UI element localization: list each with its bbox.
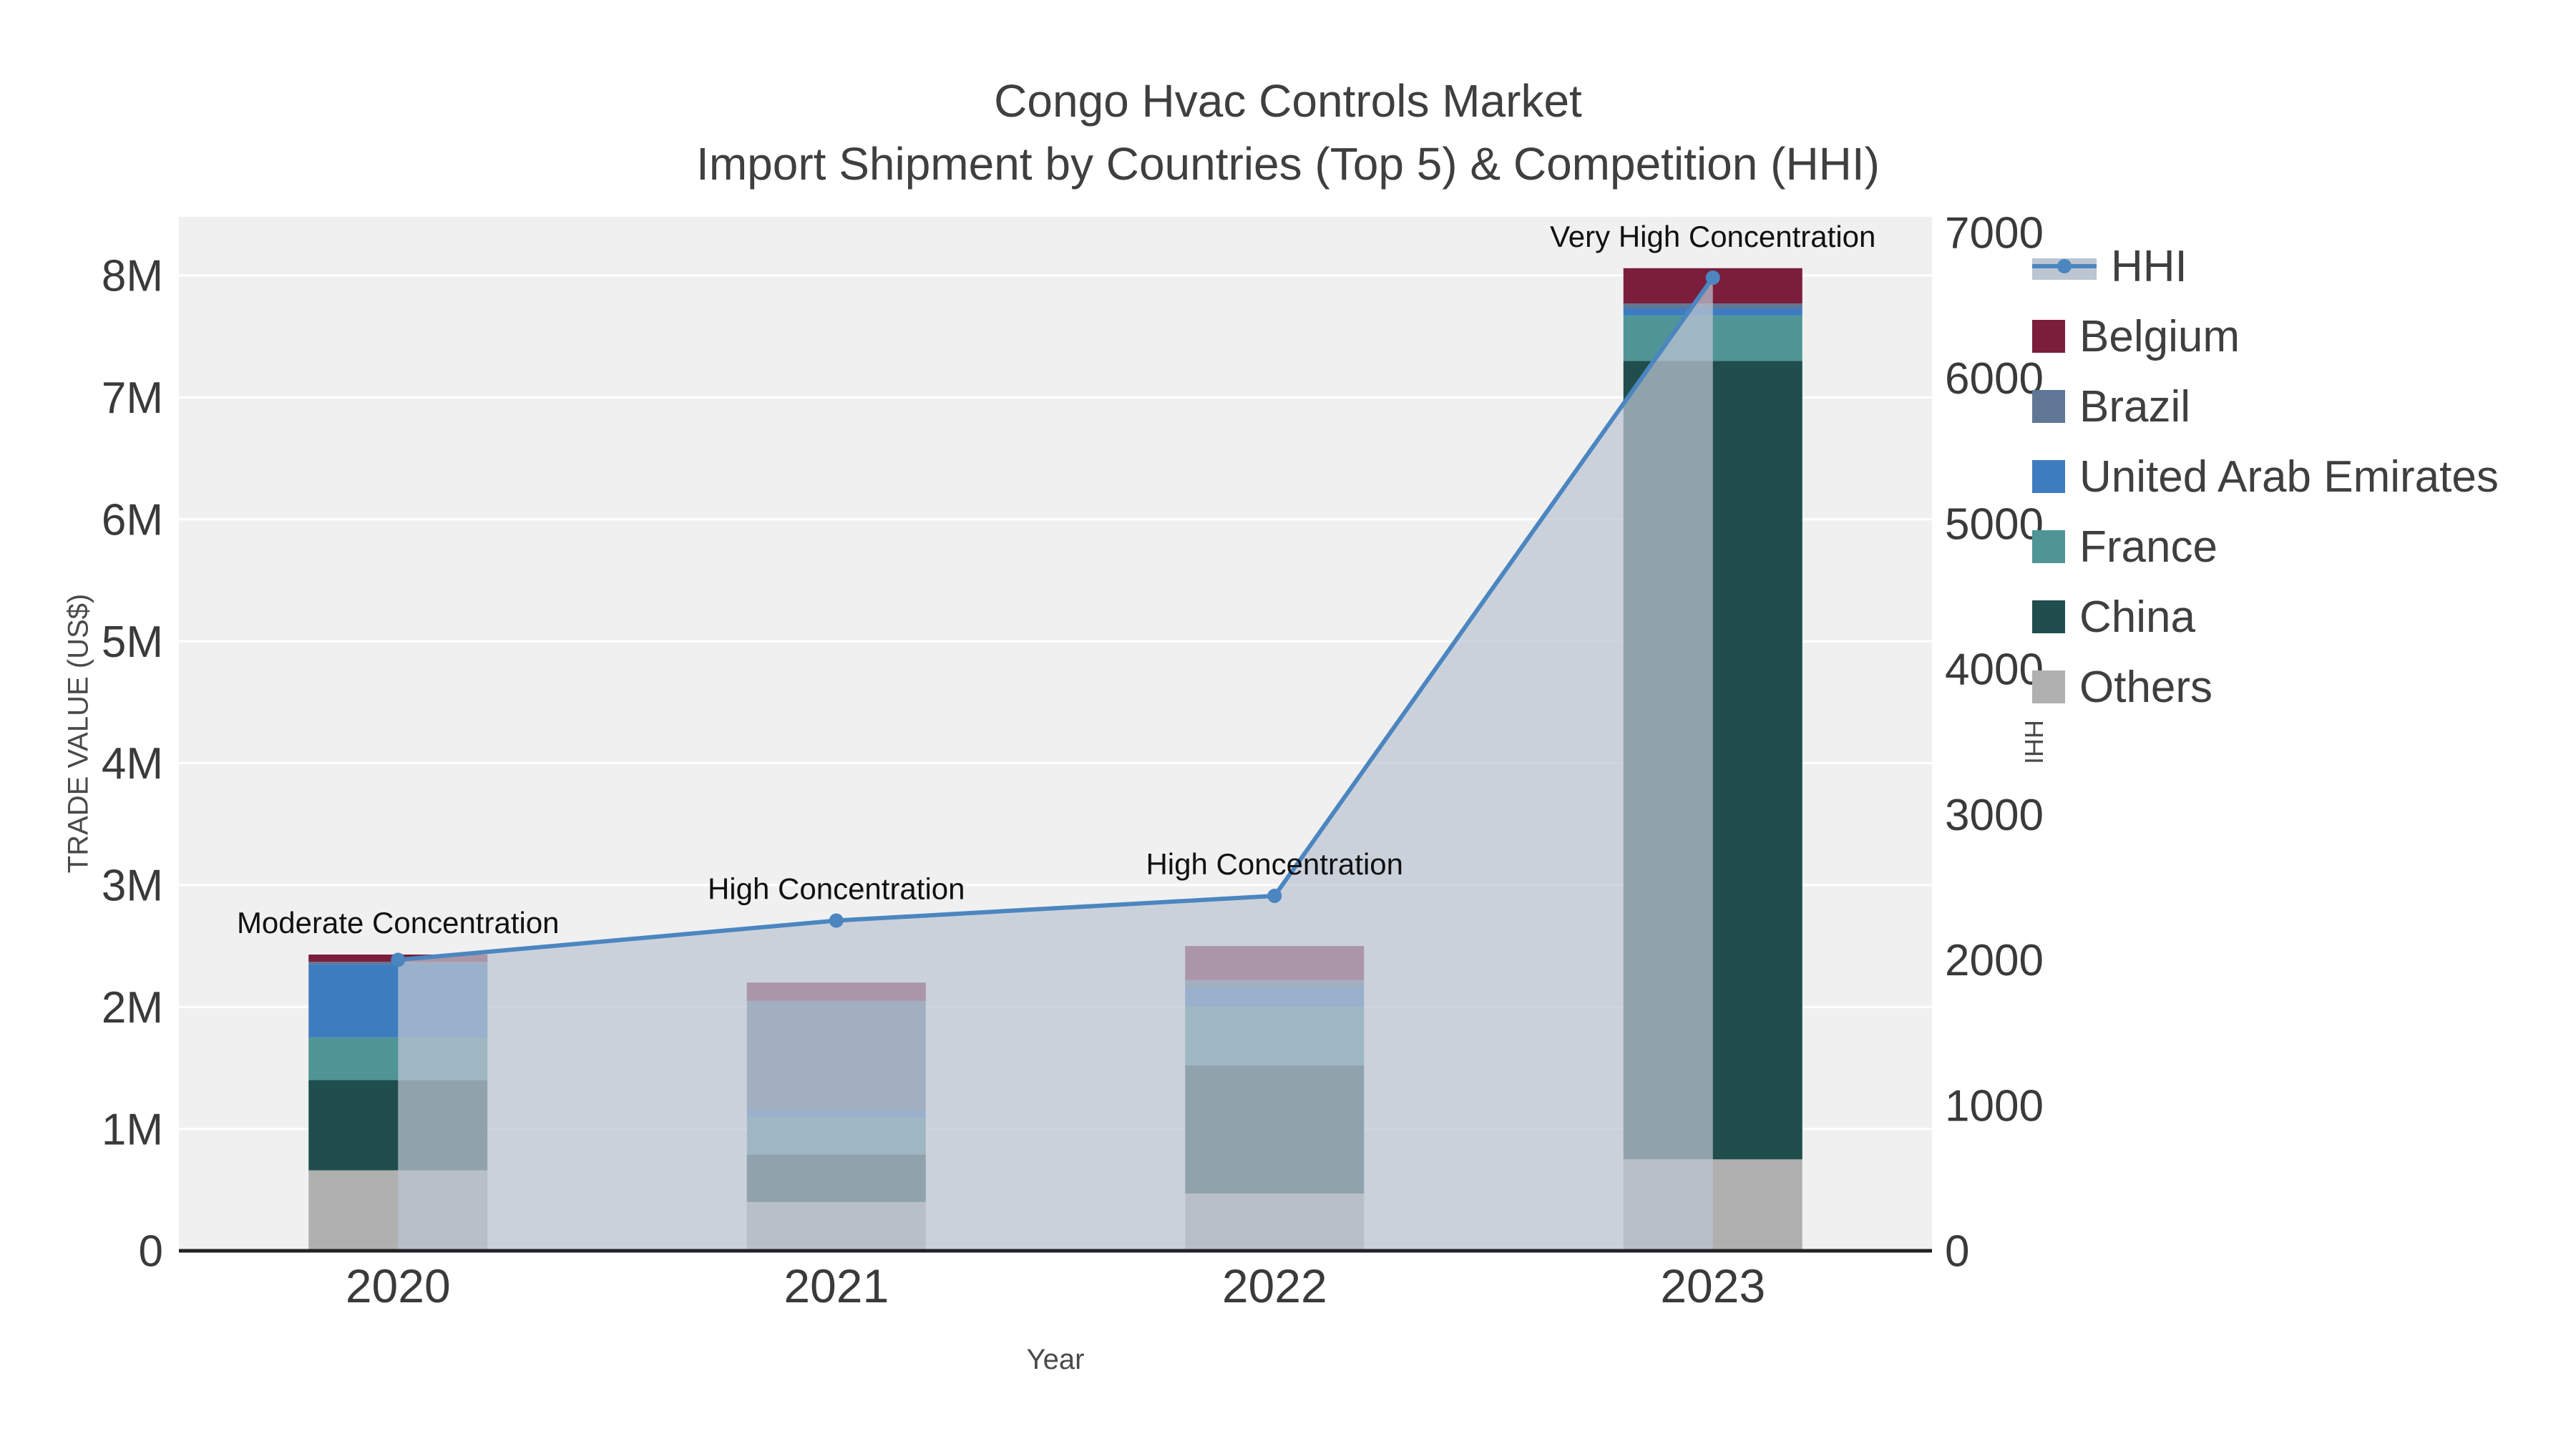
hhi-marker-2023 (1705, 270, 1720, 286)
legend-item-belgium[interactable]: Belgium (2032, 311, 2499, 362)
y-left-tick: 6M (102, 495, 163, 545)
legend-item-united-arab-emirates[interactable]: United Arab Emirates (2032, 451, 2499, 502)
annotation-2021: High Concentration (708, 872, 965, 906)
legend-swatch-others (2032, 670, 2065, 703)
y-right-tick: 4000 (1945, 645, 2044, 695)
y-left-tick: 3M (102, 862, 163, 911)
x-tick-2021: 2021 (784, 1259, 889, 1312)
legend-item-others[interactable]: Others (2032, 661, 2499, 713)
y-axis-label: TRADE VALUE (US$) (62, 593, 94, 874)
legend-item-china[interactable]: China (2032, 591, 2499, 643)
y-left-tick: 1M (102, 1105, 163, 1154)
legend-label: France (2079, 522, 2218, 572)
legend-label: United Arab Emirates (2079, 452, 2499, 502)
chart-title-line2: Import Shipment by Countries (Top 5) & C… (696, 138, 1880, 190)
legend-swatch-brazil (2032, 390, 2065, 423)
legend-swatch-united-arab-emirates (2032, 460, 2065, 493)
legend-item-hhi[interactable]: HHI (2032, 240, 2499, 292)
y-right-tick: 0 (1945, 1227, 1969, 1277)
hhi-marker-2020 (391, 952, 406, 967)
y2-axis-label: HHI (2019, 720, 2049, 764)
annotation-2023: Very High Concentration (1550, 220, 1875, 253)
x-tick-2020: 2020 (346, 1259, 451, 1312)
legend-label: Brazil (2079, 381, 2191, 431)
chart-title-line1: Congo Hvac Controls Market (994, 75, 1582, 127)
hhi-area-fill (398, 278, 1713, 1252)
y-left-tick: 4M (102, 739, 163, 789)
legend-swatch-france (2032, 530, 2065, 563)
annotation-2020: Moderate Concentration (237, 906, 560, 940)
y-left-tick: 2M (102, 983, 163, 1033)
hhi-legend-glyph-icon (2032, 258, 2097, 280)
annotation-2022: High Concentration (1146, 847, 1403, 881)
y-left-tick: 8M (102, 252, 163, 301)
legend-swatch-belgium (2032, 320, 2065, 353)
y-right-tick: 7000 (1945, 209, 2044, 258)
hhi-marker-2021 (829, 913, 844, 928)
y-right-tick: 5000 (1945, 499, 2044, 549)
y-left-tick: 5M (102, 618, 163, 667)
legend-label: Others (2079, 662, 2213, 712)
hhi-marker-2022 (1267, 888, 1282, 903)
legend-swatch-china (2032, 600, 2065, 633)
x-tick-2022: 2022 (1222, 1259, 1327, 1312)
y-left-tick: 0 (139, 1227, 163, 1277)
hhi-line (397, 276, 1715, 962)
y-right-tick: 6000 (1945, 354, 2044, 404)
x-axis-label: Year (1026, 1344, 1085, 1375)
legend-item-brazil[interactable]: Brazil (2032, 381, 2499, 432)
legend: HHI Belgium Brazil United Arab Emirates Fran… (2032, 240, 2499, 713)
y-right-tick: 3000 (1945, 791, 2044, 840)
y-right-tick: 1000 (1945, 1081, 2044, 1131)
legend-label: HHI (2111, 241, 2187, 291)
y-right-tick: 2000 (1945, 936, 2044, 985)
y-left-tick: 7M (102, 374, 163, 423)
x-tick-2023: 2023 (1660, 1259, 1765, 1312)
legend-label: Belgium (2079, 311, 2240, 361)
legend-label: China (2079, 592, 2195, 642)
legend-item-france[interactable]: France (2032, 521, 2499, 572)
